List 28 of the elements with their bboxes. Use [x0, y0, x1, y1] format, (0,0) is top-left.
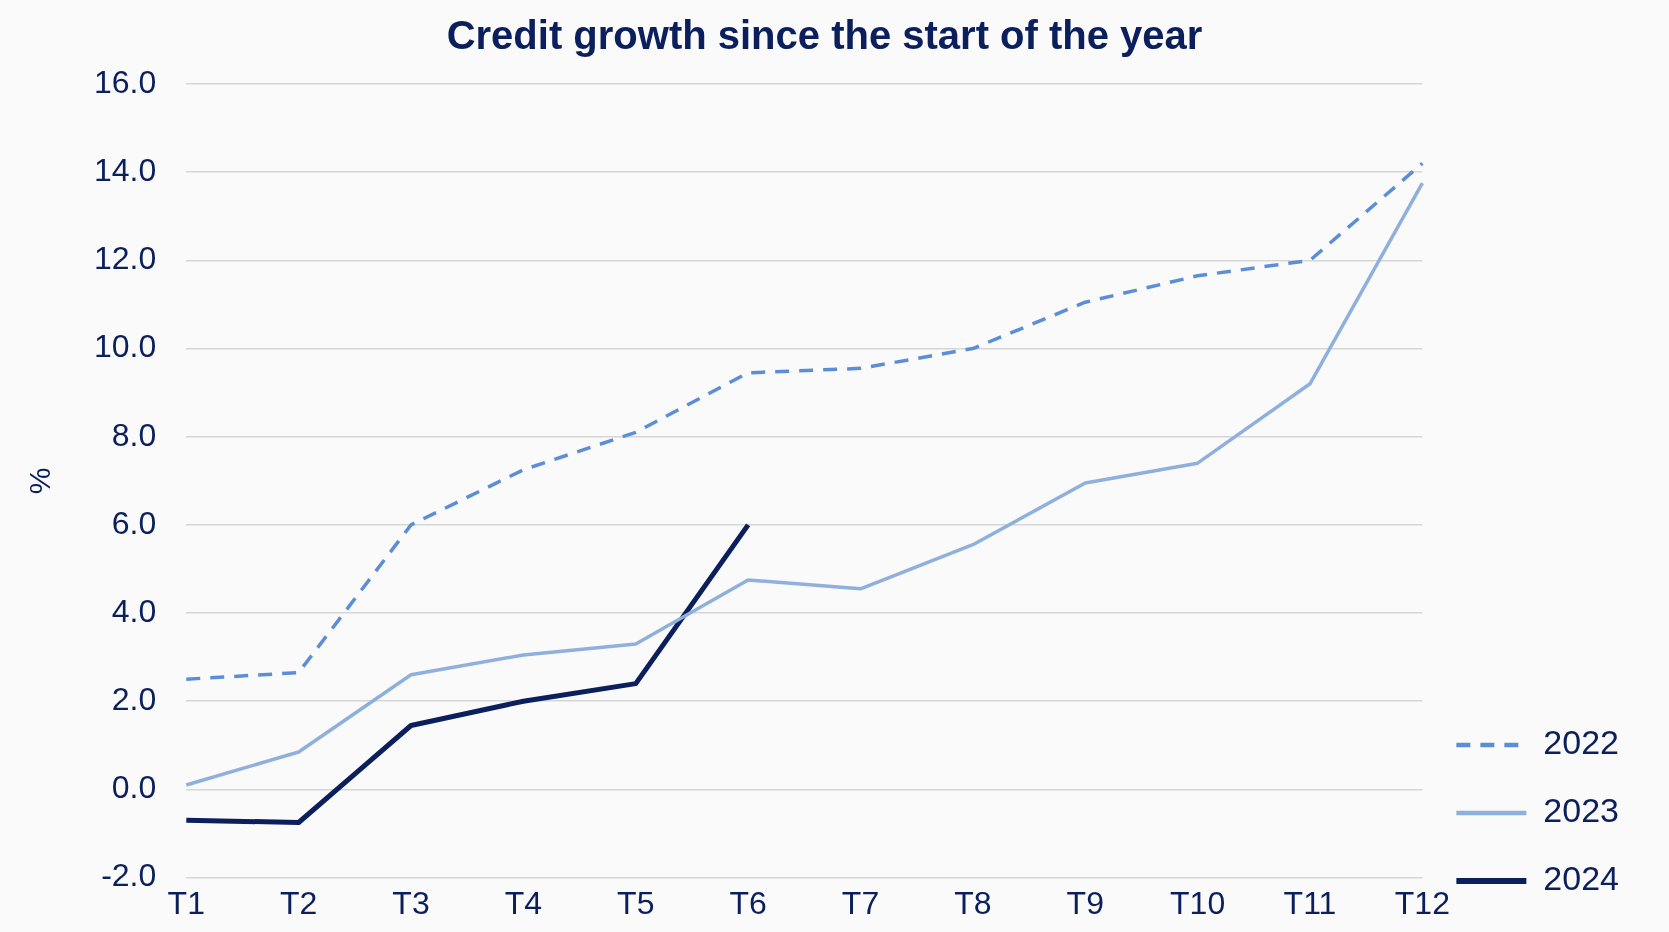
x-tick-label: T4 — [504, 884, 543, 921]
chart-title: Credit growth since the start of the year — [446, 13, 1203, 58]
x-tick-label: T2 — [279, 884, 318, 921]
x-tick-label: T9 — [1066, 884, 1104, 921]
y-tick-label: 0.0 — [111, 769, 157, 806]
y-axis-title: % — [23, 467, 57, 495]
x-tick-label: T3 — [392, 884, 430, 921]
y-tick-label: 12.0 — [94, 240, 157, 277]
x-tick-label: T11 — [1283, 884, 1337, 921]
x-tick-label: T5 — [617, 884, 655, 921]
legend-label: 2022 — [1543, 723, 1619, 762]
y-tick-label: 16.0 — [94, 63, 157, 100]
y-tick-label: 2.0 — [111, 681, 157, 718]
y-tick-label: -2.0 — [101, 857, 157, 894]
x-tick-label: T10 — [1170, 884, 1226, 921]
y-tick-label: 14.0 — [94, 152, 157, 189]
legend-label: 2023 — [1543, 791, 1619, 830]
x-tick-label: T8 — [954, 884, 992, 921]
x-tick-label: T1 — [167, 884, 205, 921]
legend-label: 2024 — [1543, 859, 1619, 898]
line-series — [184, 161, 1425, 681]
x-tick-label: T12 — [1394, 884, 1450, 921]
y-tick-label: 10.0 — [94, 328, 157, 365]
y-tick-label: 6.0 — [111, 504, 157, 541]
y-tick-label: 8.0 — [111, 416, 157, 453]
x-tick-label: T7 — [841, 884, 880, 921]
x-tick-label: T6 — [729, 884, 767, 921]
y-tick-label: 4.0 — [111, 592, 157, 629]
